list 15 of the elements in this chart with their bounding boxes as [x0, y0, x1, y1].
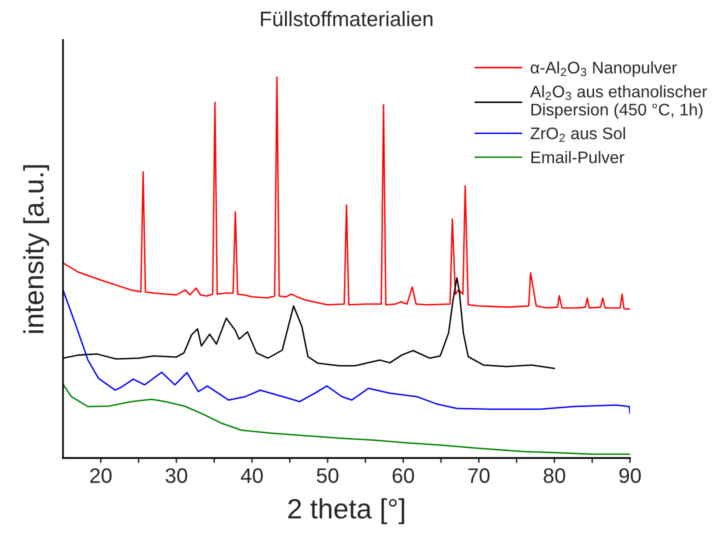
x-tick-label: 60 [392, 468, 414, 484]
x-axis-title: 2 theta [°] [288, 498, 404, 524]
x-tick-label: 20 [90, 468, 112, 484]
legend-label: α-Al$_{2}$O$_{3}$ Nanopulver [530, 61, 677, 77]
x-tick-label: 70 [468, 468, 490, 484]
legend-label: Email-Pulver [531, 150, 624, 164]
x-tick-label: 30 [166, 468, 188, 484]
legend-label: ZrO$_{2}$ aus Sol [530, 127, 625, 142]
x-tick-label: 40 [240, 468, 263, 484]
legend-label: Al$_{2}$O$_{3}$ aus ethanolischer Dispersion (450 °C, 1h) [530, 85, 708, 119]
x-tick-label: 90 [619, 468, 641, 484]
chart-title: Füllstoffmaterialien [260, 11, 432, 26]
y-axis-title: intensity [a.u.] [23, 165, 50, 333]
x-tick-label: 80 [544, 468, 566, 484]
x-tick-label: 50 [316, 468, 338, 484]
